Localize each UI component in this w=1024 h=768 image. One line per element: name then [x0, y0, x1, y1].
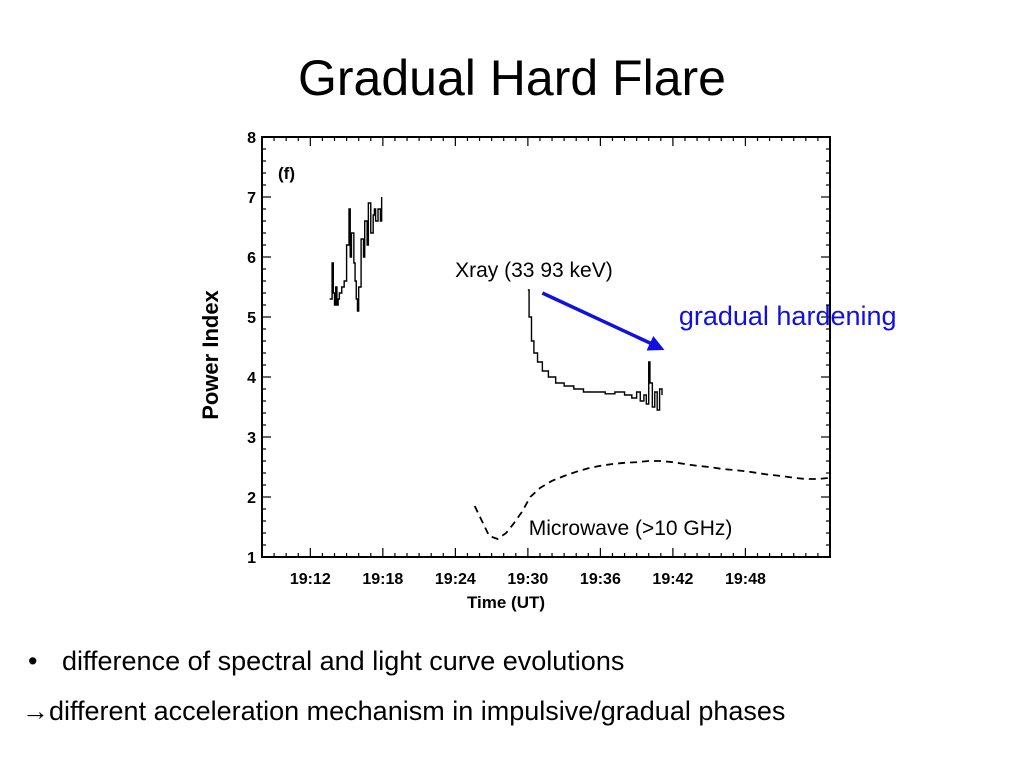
bullet-marker: •: [28, 646, 38, 676]
y-tick-label: 6: [247, 250, 256, 267]
x-tick-label: 19:36: [580, 571, 621, 588]
bullet-item-1: • difference of spectral and light curve …: [28, 645, 624, 677]
y-tick-label: 7: [247, 190, 256, 207]
annotations: Xray (33 93 keV) Microwave (>10 GHz) gradu…: [455, 259, 896, 540]
arrow-marker: →: [22, 696, 49, 726]
microwave-trace: [473, 460, 831, 541]
xray-trace: [527, 289, 663, 411]
y-tick-labels: 1 2 3 4 5 6 7 8: [247, 130, 256, 567]
y-axis-title: Power Index: [198, 289, 223, 419]
y-tick-label: 8: [247, 130, 256, 147]
microwave-series-label: Microwave (>10 GHz): [529, 517, 733, 540]
axis-ticks: [261, 136, 831, 558]
x-tick-label: 19:30: [507, 571, 548, 588]
y-tick-label: 2: [247, 490, 256, 507]
panel-label: (f): [278, 164, 295, 183]
x-tick-label: 19:18: [362, 571, 403, 588]
x-tick-label: 19:48: [725, 571, 766, 588]
bullet-item-2: →different acceleration mechanism in imp…: [22, 695, 785, 727]
hardening-arrow-head-icon: [646, 335, 665, 351]
xray-series-label: Xray (33 93 keV): [455, 259, 613, 282]
plot-frame: [261, 136, 831, 558]
x-tick-label: 19:12: [290, 571, 331, 588]
xray-trace: [329, 197, 383, 312]
data-traces: [329, 197, 831, 541]
x-tick-label: 19:24: [435, 571, 476, 588]
y-tick-label: 4: [247, 370, 256, 387]
y-tick-label: 1: [247, 550, 256, 567]
bullet-text: different acceleration mechanism in impu…: [49, 696, 786, 726]
x-axis-title: Time (UT): [467, 593, 545, 612]
slide-title: Gradual Hard Flare: [298, 50, 726, 106]
hardening-arrow-shaft: [541, 291, 658, 348]
y-tick-label: 5: [247, 310, 256, 327]
x-tick-label: 19:42: [652, 571, 693, 588]
x-tick-labels: 19:12 19:18 19:24 19:30 19:36 19:42 19:48: [290, 571, 766, 588]
gradual-hardening-label: gradual hardening: [679, 301, 897, 331]
bullet-text: difference of spectral and light curve e…: [62, 646, 625, 676]
y-tick-label: 3: [247, 430, 256, 447]
